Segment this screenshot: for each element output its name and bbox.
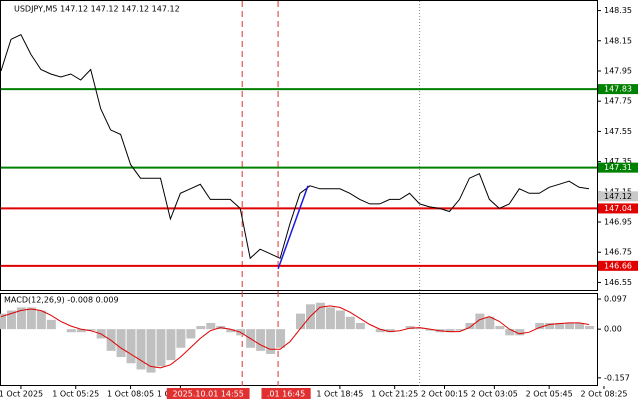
level-label-bg <box>598 203 638 214</box>
macd-bar <box>36 310 46 330</box>
macd-bar <box>256 329 266 351</box>
marker-label-bg <box>261 388 311 399</box>
macd-bar <box>46 319 56 330</box>
macd-bar <box>226 329 236 333</box>
macd-bar <box>315 302 325 330</box>
macd-bar <box>565 322 575 330</box>
level-label: 147.04 <box>604 204 632 213</box>
signal-line <box>0 305 590 369</box>
macd-bar <box>116 329 126 358</box>
level-label: 147.31 <box>604 163 632 172</box>
y-tick-label: 0.097 <box>604 295 627 304</box>
macd-bar <box>156 329 166 367</box>
trend-line <box>277 185 309 270</box>
y-tick-label: 146.95 <box>604 218 632 227</box>
x-tick-label: 2 Oct 08:25 <box>580 390 627 399</box>
y-tick-label: 147.95 <box>604 66 632 75</box>
y-tick-label: 146.75 <box>604 248 632 257</box>
macd-bar <box>485 316 495 330</box>
macd-bar <box>495 326 505 330</box>
x-tick-label: 1 Oct 2025 <box>0 390 43 399</box>
macd-bar <box>585 326 595 330</box>
macd-bar <box>375 329 385 333</box>
x-tick-label: 1 Oct 18:45 <box>316 390 363 399</box>
y-tick-label: 146.55 <box>604 278 632 287</box>
macd-bar <box>555 322 565 330</box>
macd-title: MACD(12,26,9) -0.008 0.009 <box>4 296 119 305</box>
x-tick-label: 2 Oct 05:45 <box>526 390 573 399</box>
macd-bar <box>196 326 206 330</box>
macd-bar <box>475 313 485 330</box>
level-label-bg <box>598 162 638 173</box>
macd-bar <box>86 329 96 331</box>
last-price-bg <box>598 191 638 202</box>
y-tick-label: 148.35 <box>604 6 632 15</box>
x-tick-label: 2 Oct 03:05 <box>471 390 518 399</box>
level-label-bg <box>598 260 638 271</box>
level-label: 147.83 <box>604 85 632 94</box>
last-price: 147.12 <box>604 192 632 201</box>
x-tick-label: 1 Oct 05:25 <box>52 390 99 399</box>
macd-bar <box>345 316 355 330</box>
price-title: USDJPY,M5 147.12 147.12 147.12 147.12 <box>14 5 180 14</box>
macd-bar <box>325 307 335 330</box>
macd-bar <box>26 307 36 330</box>
price-panel <box>0 0 598 291</box>
level-label-bg <box>598 84 638 95</box>
y-tick-label: -0.157 <box>604 373 630 382</box>
macd-bar <box>166 329 176 361</box>
macd-bar <box>535 322 545 330</box>
macd-bar <box>545 322 555 330</box>
macd-bar <box>276 329 286 348</box>
macd-bar <box>66 329 76 333</box>
macd-bar <box>126 329 136 364</box>
macd-bar <box>335 310 345 330</box>
macd-bar <box>206 322 216 330</box>
macd-bar <box>465 322 475 330</box>
macd-bar <box>415 327 425 330</box>
y-tick-label: 0.00 <box>604 325 622 334</box>
macd-bar <box>515 329 525 336</box>
y-tick-label: 147.35 <box>604 157 632 166</box>
macd-bar <box>16 307 26 330</box>
macd-bar <box>385 329 395 333</box>
macd-bar <box>266 329 276 354</box>
x-tick-label: 2 Oct 00:15 <box>421 390 468 399</box>
macd-bar <box>295 313 305 330</box>
macd-bar <box>355 322 365 330</box>
macd-bar <box>186 329 196 339</box>
macd-bar <box>76 329 86 333</box>
macd-bar <box>425 329 435 331</box>
x-tick-label: 1 Oct 08:05 <box>107 390 154 399</box>
y-tick-label: 147.55 <box>604 127 632 136</box>
macd-bar <box>0 313 6 330</box>
macd-bar <box>575 322 585 330</box>
macd-bar <box>505 329 515 336</box>
macd-bar <box>176 329 186 348</box>
price-line <box>0 34 590 260</box>
macd-bar <box>445 329 455 333</box>
x-tick-label: 1 Oct 21:25 <box>371 390 418 399</box>
y-tick-label: 147.75 <box>604 97 632 106</box>
marker-label: .01 16:45 <box>267 390 305 399</box>
macd-bar <box>405 326 415 330</box>
macd-bar <box>6 310 16 330</box>
marker-label-bg <box>166 388 250 399</box>
macd-bar <box>146 329 156 373</box>
macd-bar <box>136 329 146 370</box>
marker-label: 2025.10.01 14:55 <box>172 390 243 399</box>
y-tick-label: 148.15 <box>604 36 632 45</box>
level-label: 146.66 <box>604 261 632 270</box>
macd-bar <box>455 329 465 331</box>
macd-panel <box>0 293 598 386</box>
